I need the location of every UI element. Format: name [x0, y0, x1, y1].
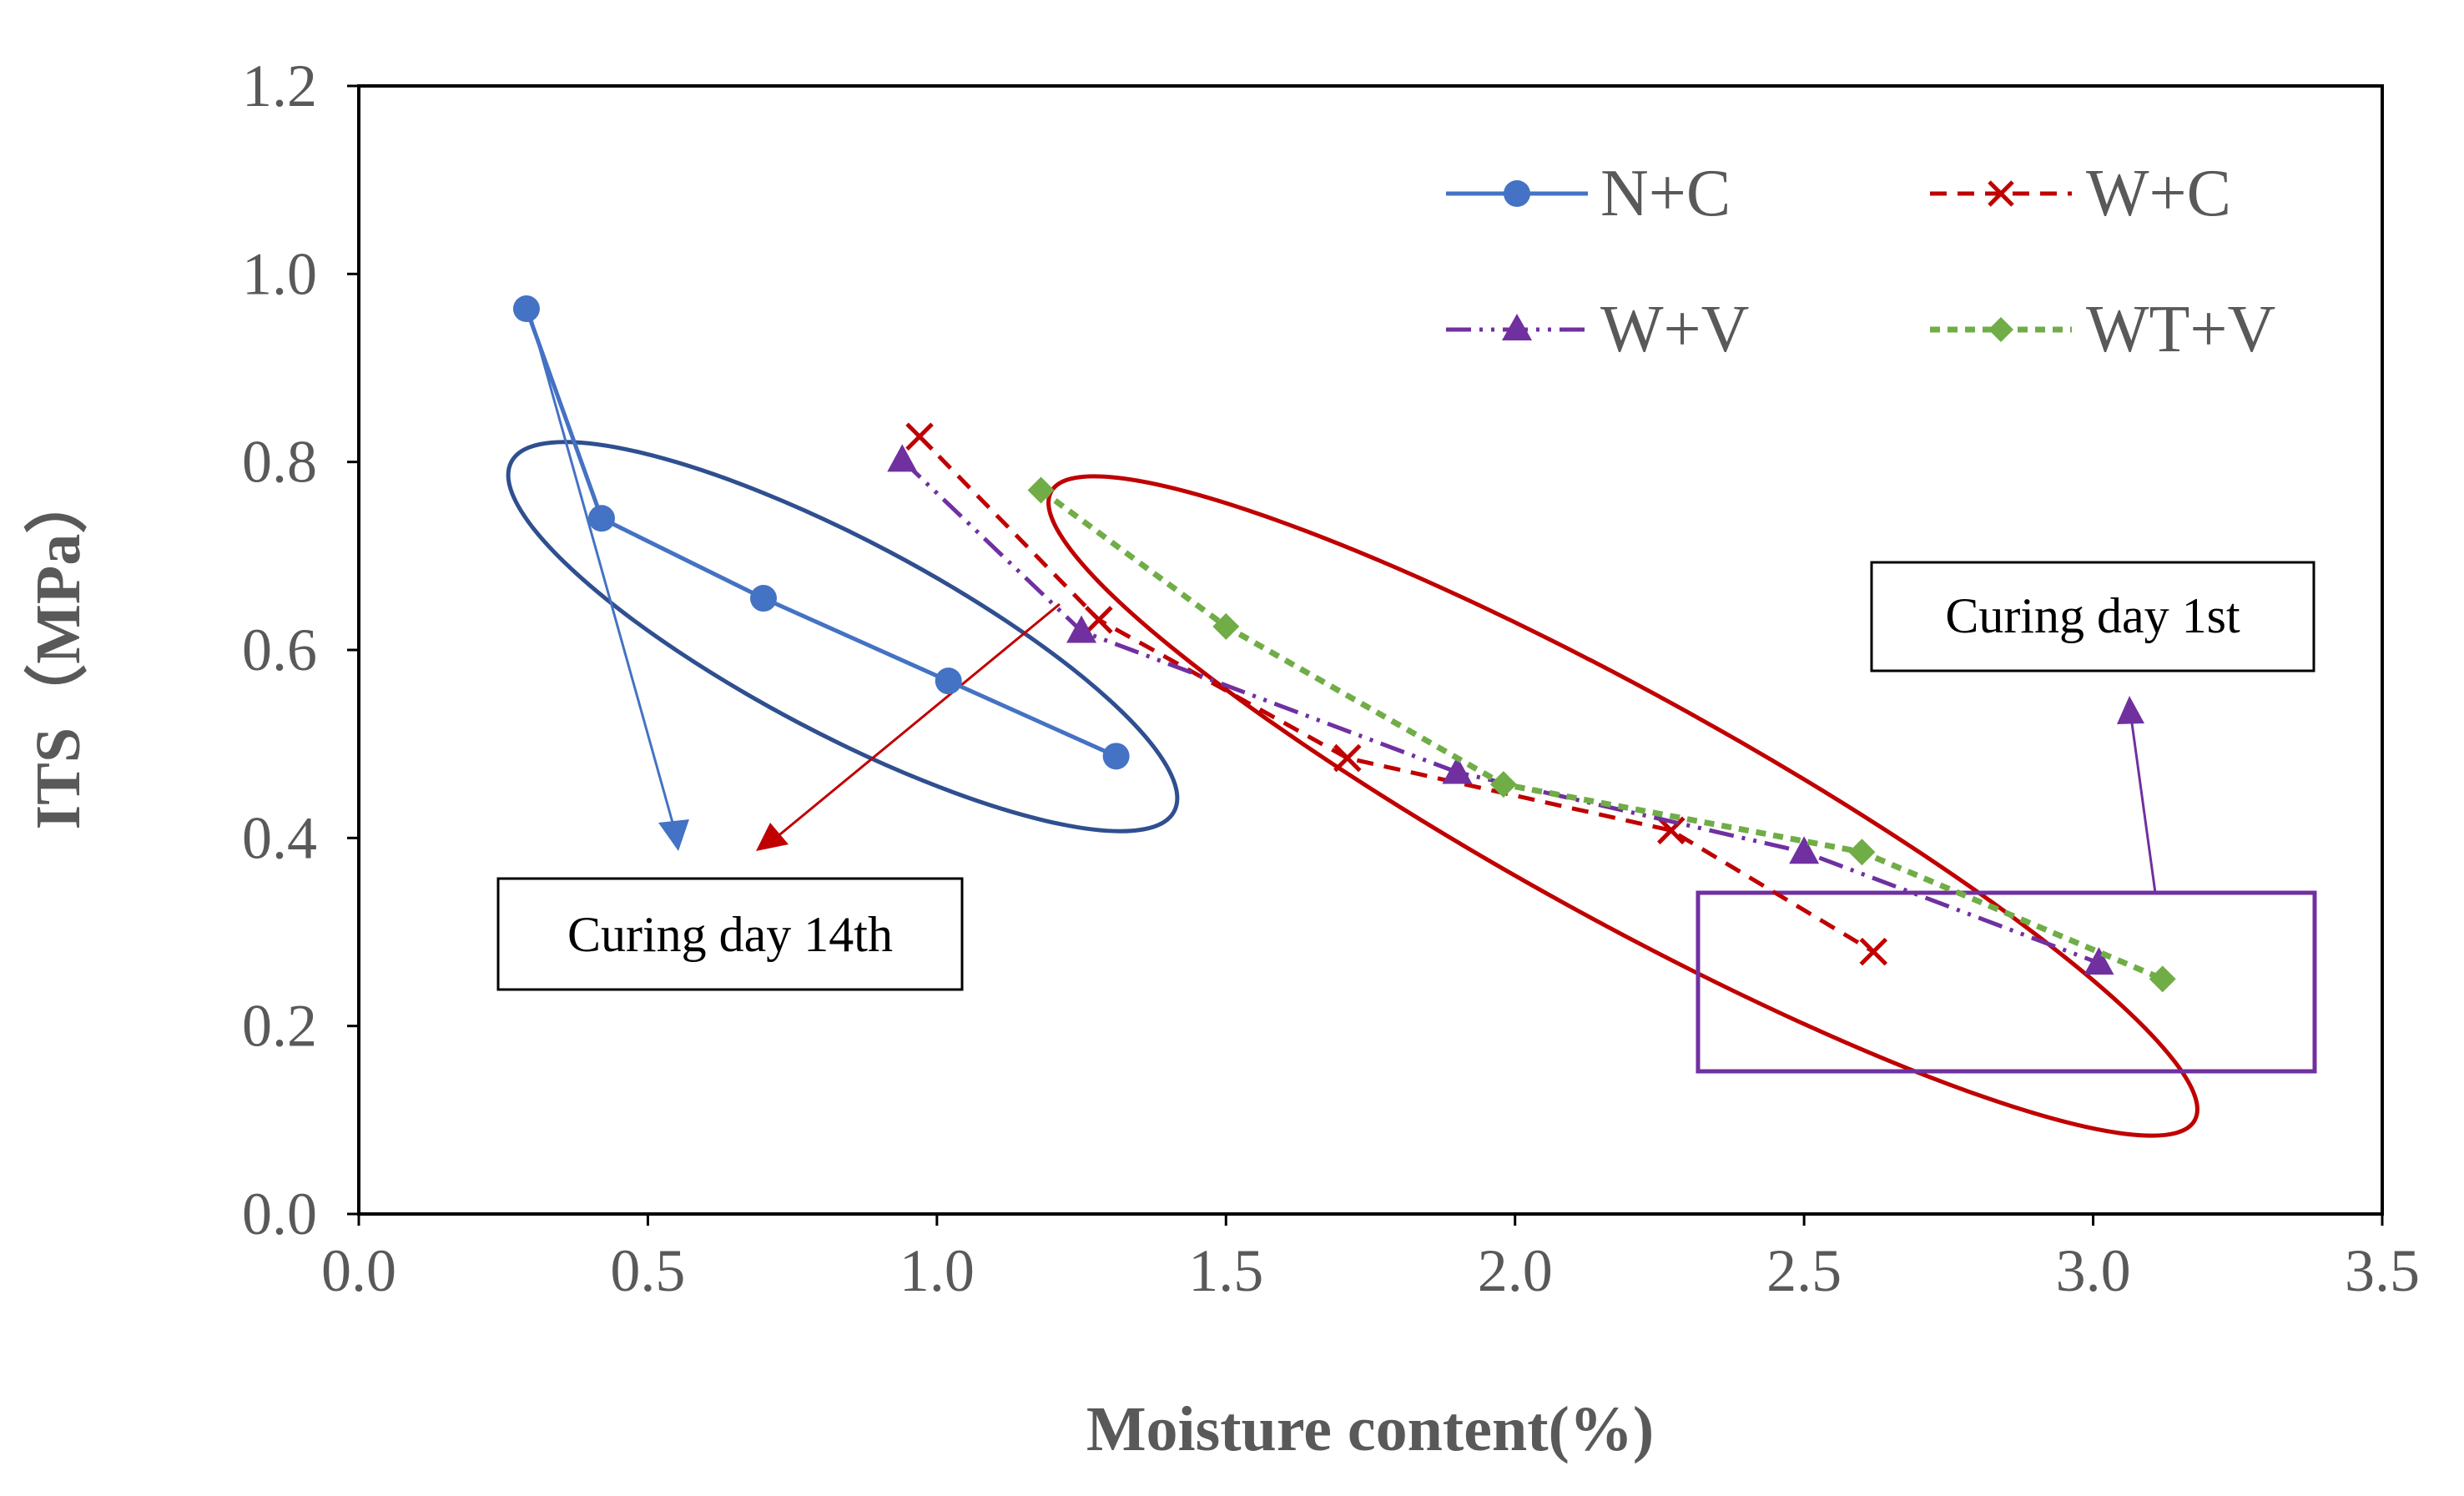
data-point-n-c [1102, 743, 1130, 770]
y-tick-label: 0.6 [242, 617, 317, 683]
data-point-n-c [935, 667, 962, 695]
data-point-w-v [1066, 615, 1097, 643]
y-axis-title: ITS（MPa） [23, 471, 93, 830]
x-tick-label: 3.5 [2345, 1237, 2420, 1304]
x-tick-label: 2.0 [1478, 1237, 1553, 1304]
annotation-14th: Curing day 14th [567, 907, 893, 962]
x-tick-label: 1.0 [899, 1237, 975, 1304]
legend-item-wtv: WT+V [1930, 293, 2275, 366]
data-point-n-c [512, 295, 540, 323]
data-point-n-c [588, 505, 615, 532]
x-tick-label: 3.0 [2056, 1237, 2131, 1304]
x-tick-label: 2.5 [1766, 1237, 1842, 1304]
legend-label-wtv: WT+V [2086, 293, 2275, 366]
x-tick-label: 0.5 [610, 1237, 685, 1304]
curing-1st-box [1696, 890, 2317, 1074]
x-tick-label: 0.0 [321, 1237, 396, 1304]
data-point-w-v [1789, 836, 1820, 864]
data-point-w-c [1085, 606, 1113, 634]
series-w-v [887, 444, 2114, 975]
data-point-w-c [905, 422, 934, 451]
legend-marker-wc [1988, 180, 2014, 207]
legend-label-nc: N+C [1600, 157, 1731, 230]
x-axis: 0.0 0.5 1.0 1.5 2.0 2.5 3.0 3.5 [321, 1214, 2420, 1304]
data-point-wt-v [1212, 612, 1240, 640]
x-axis-title: Moisture content(%) [1086, 1394, 1654, 1464]
legend-marker-wv [1502, 314, 1532, 340]
annotations: Curing day 14th Curing day 1st [496, 310, 2317, 1138]
series-layer [512, 295, 2176, 993]
y-tick-label: 0.8 [242, 429, 317, 496]
series-w-c [905, 422, 1888, 966]
series-n-c [512, 295, 1130, 770]
y-tick-label: 0.0 [242, 1181, 317, 1247]
arrow-wv-head [2117, 696, 2144, 724]
y-tick-label: 0.2 [242, 993, 317, 1060]
data-point-w-c [1333, 743, 1362, 773]
data-point-wt-v [2149, 965, 2176, 993]
data-point-w-v [1442, 756, 1473, 784]
y-axis: 0.0 0.2 0.4 0.6 0.8 1.0 1.2 [242, 53, 359, 1247]
data-point-n-c [750, 585, 777, 612]
y-tick-label: 0.4 [242, 804, 317, 871]
data-point-w-c [1859, 937, 1888, 966]
data-point-wt-v [1848, 839, 1876, 866]
y-tick-label: 1.2 [242, 53, 317, 119]
data-point-w-v [2084, 947, 2114, 975]
legend-item-nc: N+C [1446, 157, 1731, 230]
curing-14th-ellipse [506, 440, 1180, 834]
legend-marker-wtv [1988, 317, 2013, 342]
legend-label-wc: W+C [2086, 157, 2231, 230]
data-point-wt-v [1027, 476, 1055, 504]
series-wt-v [1027, 476, 2176, 993]
annotation-1st: Curing day 1st [1945, 588, 2240, 643]
arrow-wv-line [2129, 710, 2157, 894]
legend-item-wc: W+C [1930, 157, 2231, 230]
arrow-nc-head [658, 819, 689, 851]
x-tick-label: 1.5 [1188, 1237, 1263, 1304]
arrow-wc-head [756, 823, 789, 851]
data-point-w-c [1657, 816, 1685, 845]
legend-item-wv: W+V [1446, 293, 1749, 366]
data-point-w-v [887, 444, 918, 472]
legend-label-wv: W+V [1600, 293, 1749, 366]
arrow-wc-line [775, 602, 1061, 839]
data-point-wt-v [1489, 771, 1517, 798]
y-tick-label: 1.0 [242, 240, 317, 307]
arrow-nc-line [527, 310, 678, 835]
annotation-box-1st [1870, 561, 2315, 672]
series-line-w-c [918, 435, 1875, 954]
legend-marker-nc [1504, 180, 1530, 207]
legend: N+C W+C W+V WT+V [1446, 157, 2275, 366]
annotation-box-14th [496, 877, 964, 991]
